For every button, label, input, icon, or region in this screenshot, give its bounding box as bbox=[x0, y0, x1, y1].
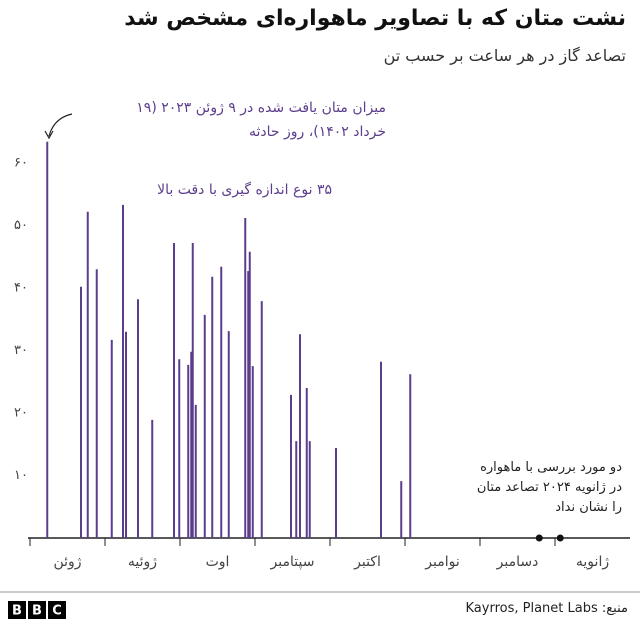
bar bbox=[46, 141, 49, 538]
annotation: ۳۵ نوع اندازه گیری با دقت بالا bbox=[157, 182, 332, 198]
bar bbox=[173, 243, 175, 538]
arrow bbox=[48, 113, 73, 137]
bar bbox=[95, 269, 98, 538]
bar bbox=[299, 334, 301, 538]
logo-box bbox=[28, 601, 46, 619]
annotation: دو مورد بررسی با ماهواره در ژانویه ۲۰۲۴ … bbox=[477, 458, 622, 518]
y-tick-label: ۳۰ bbox=[14, 343, 28, 358]
bar bbox=[248, 251, 251, 538]
bar bbox=[194, 404, 197, 538]
bar bbox=[409, 374, 412, 538]
zero-point bbox=[535, 534, 543, 542]
bar bbox=[122, 204, 124, 538]
x-tick-label: اکتبر bbox=[353, 554, 381, 570]
logo-box bbox=[8, 601, 26, 619]
bar bbox=[187, 364, 190, 538]
bar bbox=[178, 359, 181, 538]
x-tick-label: ژانویه bbox=[576, 554, 609, 570]
y-tick-label: ۵۰ bbox=[14, 218, 28, 233]
x-tick-label: ژوئن bbox=[53, 554, 81, 570]
x-tick-label: دسامبر bbox=[496, 554, 539, 570]
bar bbox=[380, 361, 382, 538]
zero-point bbox=[556, 534, 564, 542]
annotation: میزان متان یافت شده در ۹ ژوئن ۲۰۲۳ (۱۹ خ… bbox=[136, 96, 386, 144]
logo-letter: B bbox=[32, 604, 42, 619]
source: منبع: Kayrros, Planet Labs bbox=[465, 601, 629, 616]
bar bbox=[151, 419, 154, 538]
y-tick-label: ۱۰ bbox=[14, 468, 28, 483]
chart-title: نشت متان که با تصاویر ماهواره‌ای مشخص شد bbox=[124, 6, 626, 31]
arrow-head bbox=[44, 130, 54, 140]
x-tick-label: نوامبر bbox=[424, 554, 459, 570]
bar bbox=[308, 441, 311, 538]
bar bbox=[203, 314, 206, 538]
annotation-line: ۳۵ نوع اندازه گیری با دقت بالا bbox=[157, 182, 332, 198]
bar bbox=[227, 331, 230, 538]
bar bbox=[295, 441, 298, 538]
y-tick-label: ۴۰ bbox=[14, 281, 28, 296]
bar bbox=[290, 394, 292, 538]
annotation-line: در ژانویه ۲۰۲۴ تصاعد متان bbox=[476, 480, 622, 495]
y-tick-label: ۶۰ bbox=[14, 156, 28, 171]
logo-box bbox=[48, 601, 66, 619]
x-tick-label: سپتامبر bbox=[270, 554, 315, 570]
annotation-line: میزان متان یافت شده در ۹ ژوئن ۲۰۲۳ (۱۹ bbox=[136, 100, 386, 116]
bar bbox=[251, 366, 254, 538]
bar bbox=[86, 211, 89, 538]
bar bbox=[80, 286, 82, 538]
logo-letter: B bbox=[12, 604, 22, 619]
annotation-line: دو مورد بررسی با ماهواره bbox=[480, 460, 622, 475]
bar bbox=[247, 271, 250, 538]
bar bbox=[110, 339, 113, 538]
bar bbox=[190, 351, 193, 538]
bar bbox=[211, 276, 214, 538]
logo-letter: C bbox=[52, 604, 62, 619]
bar bbox=[244, 218, 247, 538]
annotation-line: خرداد ۱۴۰۲)، روز حادثه bbox=[249, 124, 386, 140]
bar bbox=[260, 301, 263, 538]
bar bbox=[335, 448, 337, 538]
bar bbox=[137, 299, 139, 538]
bar bbox=[220, 266, 223, 538]
chart-subtitle: تصاعد گاز در هر ساعت بر حسب تن bbox=[383, 46, 626, 65]
y-tick-label: ۲۰ bbox=[14, 406, 28, 421]
x-tick-label: اوت bbox=[206, 554, 230, 570]
annotation-line: را نشان نداد bbox=[555, 500, 622, 515]
bar bbox=[305, 388, 308, 538]
bar bbox=[125, 331, 127, 538]
x-tick-label: ژوئیه bbox=[128, 554, 157, 570]
bar bbox=[400, 481, 403, 538]
bar bbox=[191, 243, 194, 538]
